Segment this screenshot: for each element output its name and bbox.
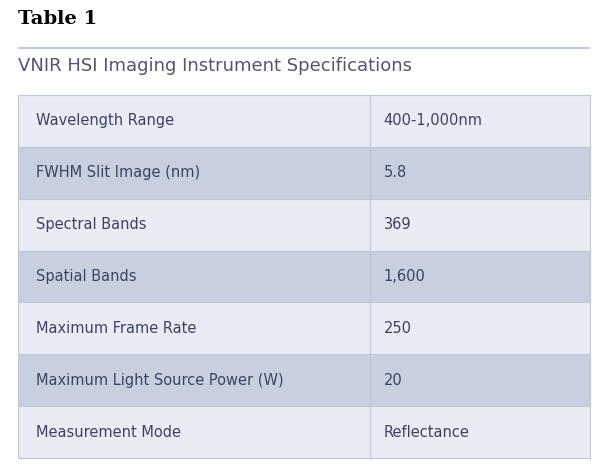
Text: Spatial Bands: Spatial Bands (36, 269, 137, 284)
Text: 250: 250 (384, 321, 412, 336)
Text: 369: 369 (384, 217, 411, 232)
Bar (18, 354, 590, 406)
Bar (18, 251, 590, 302)
Text: Measurement Mode: Measurement Mode (36, 425, 181, 439)
Text: 20: 20 (384, 373, 403, 388)
Text: VNIR HSI Imaging Instrument Specifications: VNIR HSI Imaging Instrument Specificatio… (18, 57, 412, 75)
Bar (18, 406, 590, 458)
Bar (18, 147, 590, 199)
Text: 5.8: 5.8 (384, 165, 407, 180)
Bar (18, 95, 590, 147)
Bar (18, 302, 590, 354)
Text: Maximum Frame Rate: Maximum Frame Rate (36, 321, 196, 336)
Bar (18, 199, 590, 251)
Text: FWHM Slit Image (nm): FWHM Slit Image (nm) (36, 165, 200, 180)
Text: Wavelength Range: Wavelength Range (36, 113, 174, 128)
Text: Maximum Light Source Power (W): Maximum Light Source Power (W) (36, 373, 284, 388)
Text: Table 1: Table 1 (18, 10, 98, 28)
Text: 1,600: 1,600 (384, 269, 426, 284)
Text: Spectral Bands: Spectral Bands (36, 217, 146, 232)
Text: 400-1,000nm: 400-1,000nm (384, 113, 483, 128)
Text: Reflectance: Reflectance (384, 425, 470, 439)
